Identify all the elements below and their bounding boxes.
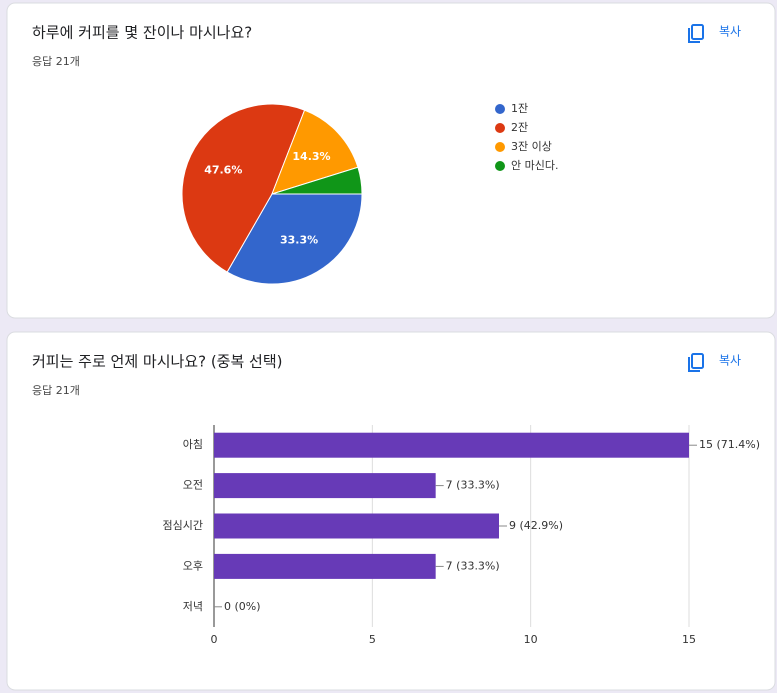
legend-label: 3잔 이상 bbox=[511, 140, 552, 153]
x-tick-label: 5 bbox=[369, 633, 376, 646]
card bbox=[6, 2, 776, 319]
pie-slice bbox=[271, 166, 363, 195]
copy-label: 복사 bbox=[719, 354, 741, 368]
legend-marker bbox=[495, 161, 505, 171]
copy-button[interactable]: 복사 bbox=[688, 24, 741, 43]
pie-slice bbox=[226, 193, 363, 285]
copy-icon bbox=[691, 24, 704, 40]
y-tick-label: 오후 bbox=[183, 559, 203, 572]
slice-label: 33.3% bbox=[280, 234, 318, 247]
copy-label: 복사 bbox=[719, 25, 741, 39]
y-tick-label: 점심시간 bbox=[163, 519, 203, 532]
card-title: 커피는 주로 언제 마시나요? (중복 선택) bbox=[32, 353, 283, 371]
legend-label: 1잔 bbox=[511, 102, 528, 115]
copy-button[interactable]: 복사 bbox=[688, 353, 741, 372]
bar bbox=[214, 553, 436, 579]
value-label: 7 (33.3%) bbox=[446, 559, 500, 572]
x-tick-label: 10 bbox=[524, 633, 538, 646]
bar bbox=[214, 513, 499, 539]
copy-icon bbox=[691, 353, 704, 369]
card-title: 하루에 커피를 몇 잔이나 마시나요? bbox=[32, 24, 252, 42]
x-tick-label: 15 bbox=[682, 633, 696, 646]
value-label: 9 (42.9%) bbox=[509, 519, 563, 532]
response-count: 응답 21개 bbox=[32, 55, 80, 68]
card bbox=[6, 331, 776, 691]
response-count: 응답 21개 bbox=[32, 384, 80, 397]
slice-label: 47.6% bbox=[204, 164, 242, 177]
y-tick-label: 아침 bbox=[183, 438, 203, 451]
copy-icon-back bbox=[688, 28, 700, 43]
value-label: 0 (0%) bbox=[224, 600, 261, 613]
value-label: 15 (71.4%) bbox=[699, 438, 760, 451]
legend-label: 2잔 bbox=[511, 121, 528, 134]
legend-marker bbox=[495, 142, 505, 152]
bar bbox=[214, 432, 689, 458]
bar bbox=[214, 473, 436, 499]
x-tick-label: 0 bbox=[211, 633, 218, 646]
legend-marker bbox=[495, 123, 505, 133]
y-tick-label: 오전 bbox=[183, 479, 203, 492]
copy-icon-back bbox=[688, 357, 700, 372]
slice-label: 14.3% bbox=[292, 150, 330, 163]
value-label: 7 (33.3%) bbox=[446, 479, 500, 492]
pie-slice bbox=[181, 103, 306, 273]
legend-marker bbox=[495, 104, 505, 114]
pie-slice bbox=[271, 109, 359, 195]
legend-label: 안 마신다. bbox=[511, 159, 558, 172]
y-tick-label: 저녁 bbox=[183, 600, 203, 613]
